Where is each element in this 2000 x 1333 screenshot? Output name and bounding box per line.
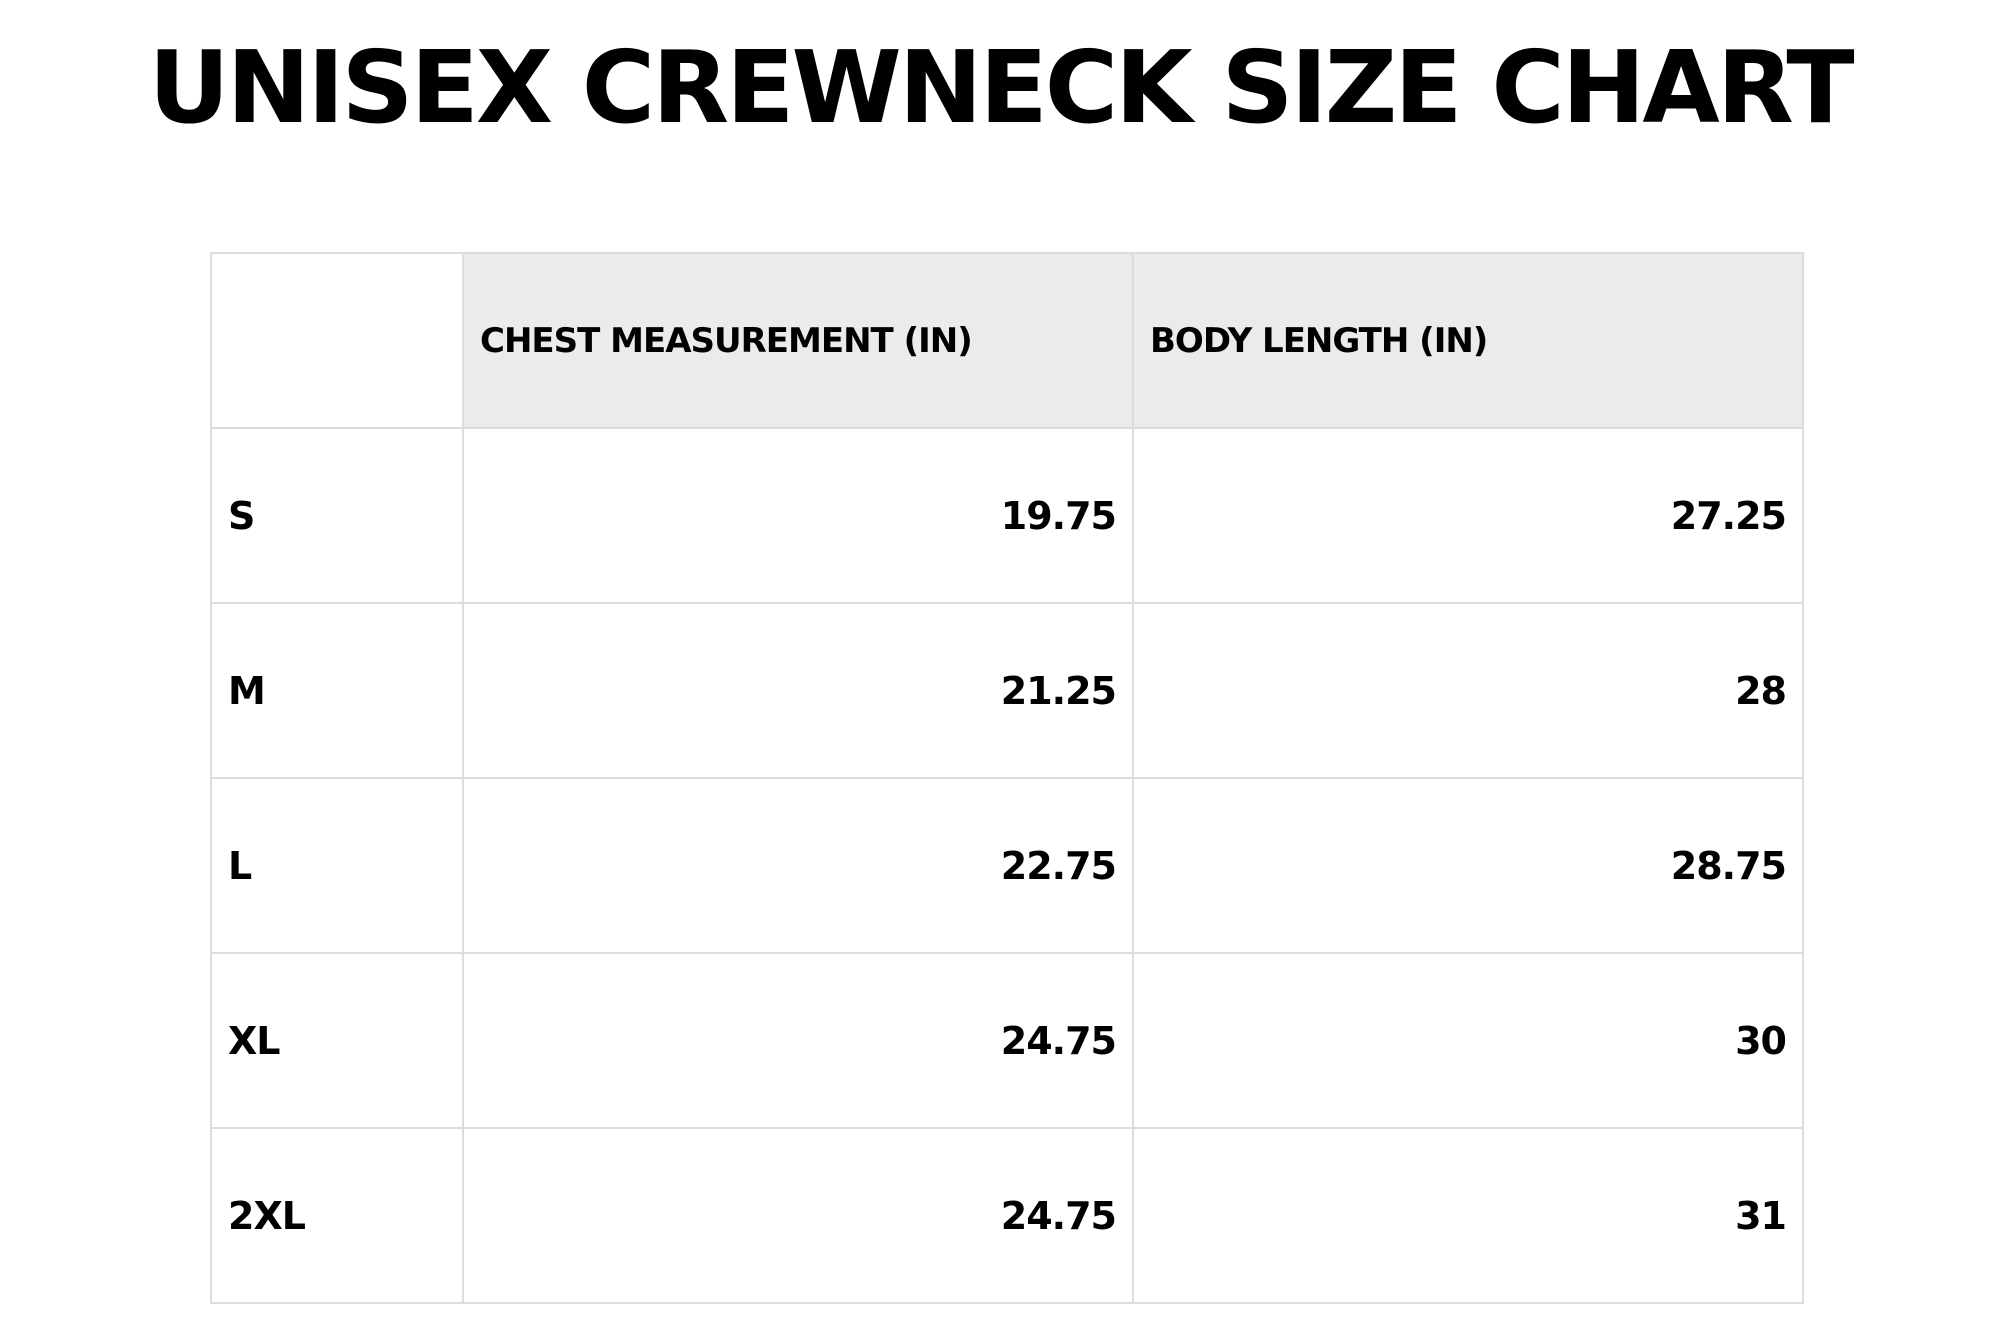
chest-value: 21.25 bbox=[462, 602, 1134, 779]
table-row: L 22.75 28.75 bbox=[210, 777, 1804, 954]
length-value: 30 bbox=[1132, 952, 1804, 1129]
table-row: M 21.25 28 bbox=[210, 602, 1804, 779]
chest-value: 24.75 bbox=[462, 1127, 1134, 1304]
chest-value: 22.75 bbox=[462, 777, 1134, 954]
table-row: XL 24.75 30 bbox=[210, 952, 1804, 1129]
chest-value: 24.75 bbox=[462, 952, 1134, 1129]
length-value: 28.75 bbox=[1132, 777, 1804, 954]
length-value: 27.25 bbox=[1132, 427, 1804, 604]
size-label: 2XL bbox=[210, 1127, 464, 1304]
table-row: 2XL 24.75 31 bbox=[210, 1127, 1804, 1304]
size-label: XL bbox=[210, 952, 464, 1129]
size-label: S bbox=[210, 427, 464, 604]
size-label: L bbox=[210, 777, 464, 954]
table-header-row: CHEST MEASUREMENT (IN) BODY LENGTH (IN) bbox=[210, 252, 1804, 429]
header-corner-cell bbox=[210, 252, 464, 429]
length-value: 28 bbox=[1132, 602, 1804, 779]
page-title: UNISEX CREWNECK SIZE CHART bbox=[148, 29, 1854, 146]
chest-value: 19.75 bbox=[462, 427, 1134, 604]
header-chest-measurement: CHEST MEASUREMENT (IN) bbox=[462, 252, 1134, 429]
table-row: S 19.75 27.25 bbox=[210, 427, 1804, 604]
size-label: M bbox=[210, 602, 464, 779]
header-body-length: BODY LENGTH (IN) bbox=[1132, 252, 1804, 429]
length-value: 31 bbox=[1132, 1127, 1804, 1304]
size-chart-table: CHEST MEASUREMENT (IN) BODY LENGTH (IN) … bbox=[210, 252, 1804, 1304]
